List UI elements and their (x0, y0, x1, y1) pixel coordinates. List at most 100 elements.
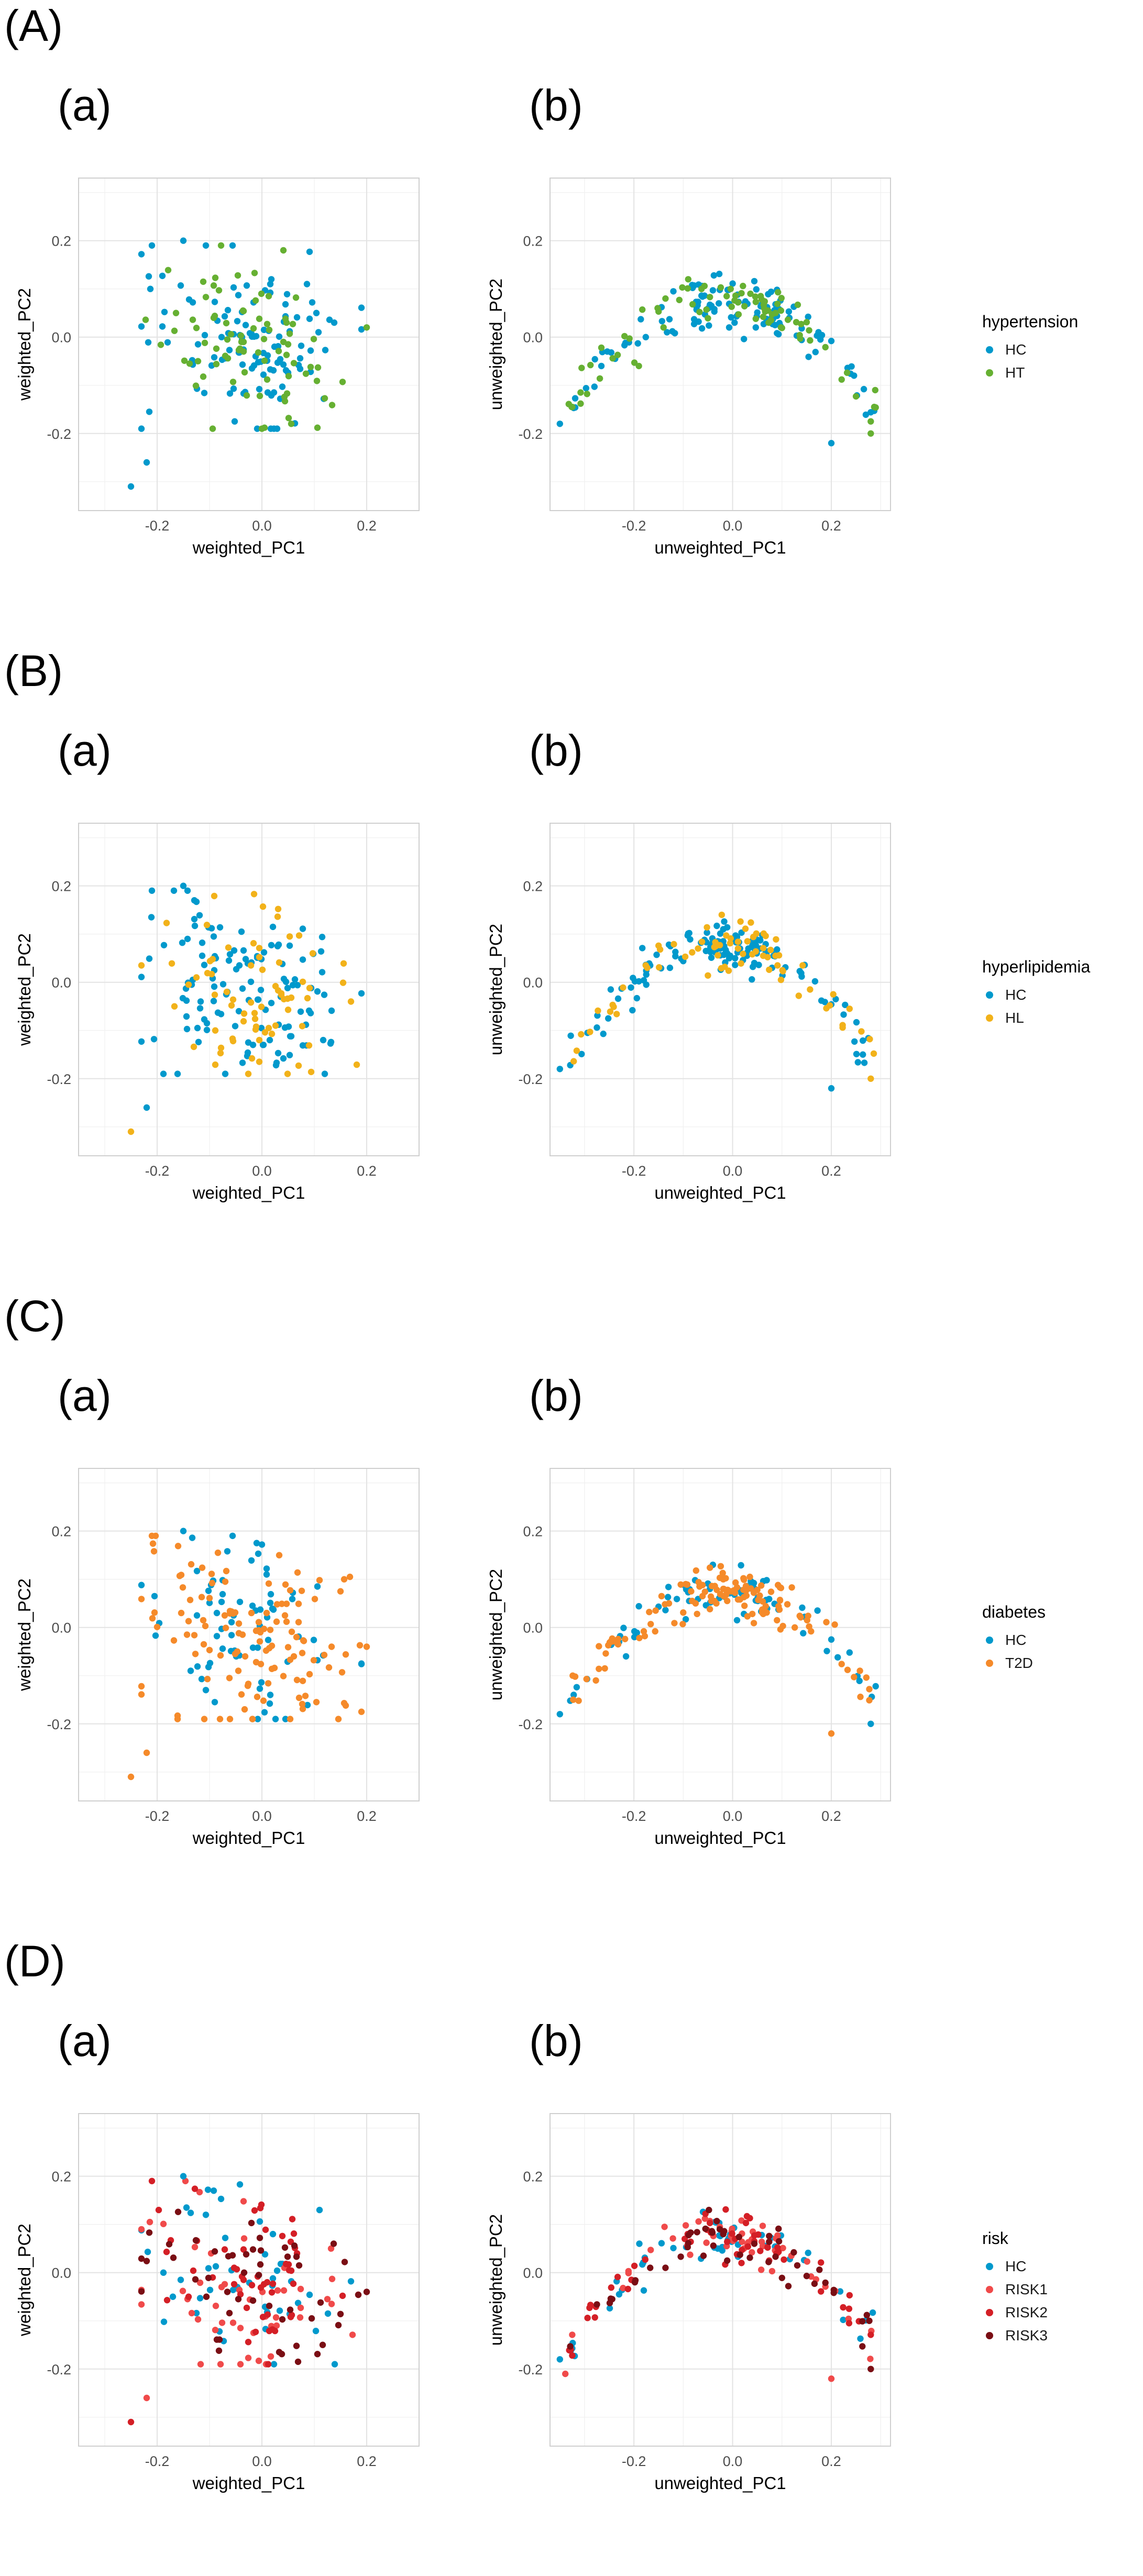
point-t2d (652, 1628, 658, 1635)
x-axis-title: weighted_PC1 (192, 538, 305, 557)
point-t2d (241, 1706, 248, 1713)
point-hc (239, 361, 246, 368)
point-hc (201, 1016, 208, 1023)
y-tick-label: 0.0 (523, 975, 543, 991)
point-hc (191, 897, 198, 904)
point-t2d (575, 1697, 582, 1704)
legend-key-ht (986, 369, 993, 377)
point-t2d (151, 1609, 158, 1616)
point-hl (225, 944, 232, 951)
point-risk1 (297, 2285, 304, 2293)
point-risk1 (324, 2296, 331, 2303)
section-c: (C) (a) -0.2 0.0 0.2 -0.2 0.0 0.2 weighted_PC1 we… (4, 1291, 1046, 1848)
x-tick-label: 0.0 (723, 1808, 743, 1824)
point-hc (298, 342, 305, 349)
point-ht (775, 289, 782, 296)
point-hc (312, 2327, 320, 2335)
point-t2d (235, 1630, 243, 1637)
point-risk2 (584, 2315, 591, 2321)
point-hc (264, 389, 271, 396)
point-hc (573, 1684, 580, 1690)
point-hc (265, 1637, 272, 1643)
point-t2d (622, 1635, 629, 1642)
point-ht (285, 373, 292, 380)
point-ht (794, 301, 801, 308)
point-risk2 (268, 2289, 276, 2296)
point-t2d (737, 1596, 743, 1603)
point-hl (248, 1055, 256, 1062)
point-hc (203, 1026, 211, 1034)
panel-b-a: (a) -0.2 0.0 0.2 -0.2 0.0 0.2 weighted_PC1 weigh… (15, 726, 420, 1202)
point-t2d (257, 1661, 265, 1667)
point-hc (303, 281, 311, 288)
point-risk1 (191, 2243, 199, 2251)
point-risk1 (188, 2309, 195, 2317)
point-risk3 (243, 2251, 250, 2258)
point-hc (704, 929, 710, 936)
point-hc (331, 2361, 338, 2368)
point-hl (712, 943, 719, 949)
point-hl (613, 1011, 620, 1018)
point-hc (159, 272, 166, 279)
legend-label-hc: HC (1005, 341, 1026, 358)
point-hc (276, 333, 283, 340)
point-t2d (806, 1623, 812, 1630)
point-ht (758, 296, 765, 303)
point-risk3 (700, 2252, 707, 2259)
point-hl (830, 991, 837, 998)
point-hc (358, 304, 365, 311)
point-t2d (614, 1641, 622, 1648)
point-hc (138, 323, 145, 330)
y-axis-title: unweighted_PC2 (486, 924, 505, 1055)
point-hc (299, 925, 306, 932)
point-ht (255, 349, 262, 356)
point-hc (860, 385, 867, 393)
point-risk2 (262, 2226, 269, 2233)
point-hc (271, 343, 278, 350)
point-risk2 (631, 2262, 638, 2269)
point-t2d (679, 1621, 686, 1628)
point-hl (217, 1044, 225, 1052)
point-ht (210, 314, 217, 322)
point-hl (671, 941, 677, 948)
point-hl (595, 1007, 601, 1014)
x-tick-label: 0.0 (723, 1163, 743, 1179)
point-t2d (646, 1609, 653, 1616)
point-hl (749, 951, 756, 958)
point-risk3 (594, 2301, 600, 2308)
point-t2d (340, 1700, 348, 1707)
point-t2d (671, 1620, 678, 1627)
point-t2d (249, 1716, 256, 1722)
point-risk3 (294, 2358, 302, 2365)
legend-label-risk3: RISK3 (1005, 2327, 1048, 2343)
point-hc (204, 2186, 212, 2193)
point-hc (556, 1711, 564, 1718)
point-t2d (282, 1581, 289, 1588)
point-t2d (221, 1612, 228, 1619)
point-hl (212, 1027, 219, 1034)
point-risk3 (192, 2276, 199, 2283)
panel-d-b: (b) -0.2 0.0 0.2 -0.2 0.0 0.2 unweighted_PC1 unw… (486, 2016, 891, 2493)
point-risk2 (744, 2243, 752, 2250)
point-hc (228, 1619, 235, 1626)
point-t2d (138, 1683, 145, 1690)
legend-label-hc: HC (1005, 1632, 1026, 1648)
point-hl (250, 891, 258, 898)
point-hc (572, 395, 579, 402)
point-hc (267, 1691, 274, 1698)
legend: risk HC RISK1 RISK2 RISK3 (982, 2229, 1048, 2343)
point-t2d (601, 1665, 608, 1672)
point-t2d (235, 1667, 242, 1674)
point-risk3 (138, 2288, 145, 2295)
point-hc (170, 887, 178, 894)
point-hl (259, 903, 267, 910)
point-risk3 (822, 2279, 829, 2286)
point-t2d (244, 1682, 251, 1689)
point-hc (187, 1667, 194, 1674)
point-t2d (358, 1708, 365, 1715)
point-hc (268, 1000, 275, 1007)
point-t2d (688, 1588, 695, 1595)
point-hc (706, 322, 712, 329)
point-risk3 (765, 2259, 772, 2265)
point-risk2 (190, 2267, 197, 2274)
